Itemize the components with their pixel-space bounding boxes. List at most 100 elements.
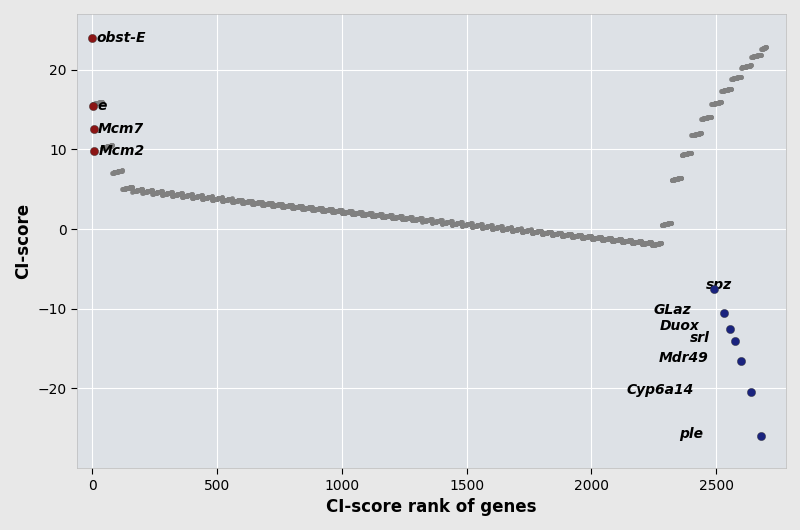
Point — [754, 50, 766, 59]
Point — [383, 211, 396, 219]
Point — [570, 232, 582, 240]
Point — [539, 228, 552, 237]
Point — [470, 222, 482, 230]
Point — [207, 195, 220, 204]
Point — [414, 214, 427, 223]
Point — [564, 229, 577, 238]
Point — [379, 212, 392, 220]
Point — [400, 214, 413, 223]
Point — [266, 198, 278, 207]
Point — [433, 216, 446, 225]
Point — [145, 186, 158, 195]
Point — [592, 233, 605, 242]
Point — [650, 240, 662, 249]
Point — [698, 114, 710, 122]
Point — [647, 241, 660, 249]
Point — [301, 204, 314, 212]
Point — [151, 188, 164, 197]
Point — [209, 195, 222, 204]
Point — [502, 224, 515, 232]
Point — [678, 150, 691, 158]
Point — [338, 208, 350, 217]
Point — [436, 219, 449, 228]
Point — [638, 240, 650, 248]
Point — [146, 189, 159, 198]
Point — [673, 174, 686, 182]
Point — [639, 239, 652, 248]
Point — [574, 231, 586, 240]
Point — [552, 229, 565, 237]
Point — [314, 204, 326, 213]
Point — [200, 193, 213, 202]
Point — [162, 189, 174, 198]
Point — [154, 188, 166, 196]
Point — [715, 87, 728, 95]
Point — [118, 184, 131, 193]
Point — [394, 212, 407, 220]
Point — [314, 204, 327, 212]
Point — [486, 224, 499, 233]
Point — [565, 229, 578, 238]
Point — [520, 226, 533, 235]
Point — [605, 234, 618, 242]
Point — [718, 86, 731, 94]
Point — [136, 188, 149, 197]
Point — [380, 212, 393, 220]
Point — [342, 208, 354, 216]
Text: Duox: Duox — [660, 319, 700, 333]
Point — [527, 228, 540, 237]
Point — [502, 224, 514, 233]
Point — [498, 225, 510, 234]
Point — [468, 222, 481, 231]
Point — [750, 51, 762, 60]
Point — [442, 218, 454, 226]
Point — [502, 224, 515, 232]
Point — [707, 100, 720, 108]
Point — [602, 234, 614, 243]
Point — [460, 220, 473, 229]
Point — [650, 240, 663, 249]
Point — [548, 230, 561, 239]
Point — [614, 235, 627, 243]
Point — [293, 202, 306, 210]
Point — [466, 222, 479, 231]
Point — [476, 223, 489, 232]
Point — [220, 196, 233, 204]
Point — [744, 61, 757, 69]
Point — [744, 61, 757, 70]
Point — [362, 210, 374, 218]
Point — [544, 227, 557, 236]
Point — [554, 228, 567, 237]
Point — [544, 227, 557, 236]
Point — [521, 226, 534, 235]
Point — [750, 51, 763, 60]
Point — [627, 238, 640, 247]
Point — [420, 216, 433, 225]
Point — [734, 73, 747, 81]
Point — [126, 187, 139, 196]
Point — [338, 208, 350, 217]
Point — [641, 238, 654, 247]
Point — [338, 208, 351, 217]
Point — [594, 233, 606, 241]
Point — [523, 226, 536, 234]
Point — [682, 149, 694, 157]
Point — [569, 232, 582, 240]
Point — [738, 63, 751, 71]
Point — [356, 211, 369, 219]
Point — [746, 52, 759, 61]
Point — [190, 193, 202, 201]
Point — [451, 219, 464, 227]
Point — [258, 200, 270, 209]
Point — [214, 193, 227, 202]
Point — [659, 220, 672, 228]
Point — [478, 223, 491, 231]
Point — [192, 192, 205, 200]
Point — [306, 206, 319, 214]
Point — [106, 169, 119, 177]
Point — [398, 215, 410, 223]
Point — [450, 219, 462, 228]
Point — [158, 190, 171, 198]
Point — [170, 190, 182, 199]
Point — [340, 208, 353, 216]
